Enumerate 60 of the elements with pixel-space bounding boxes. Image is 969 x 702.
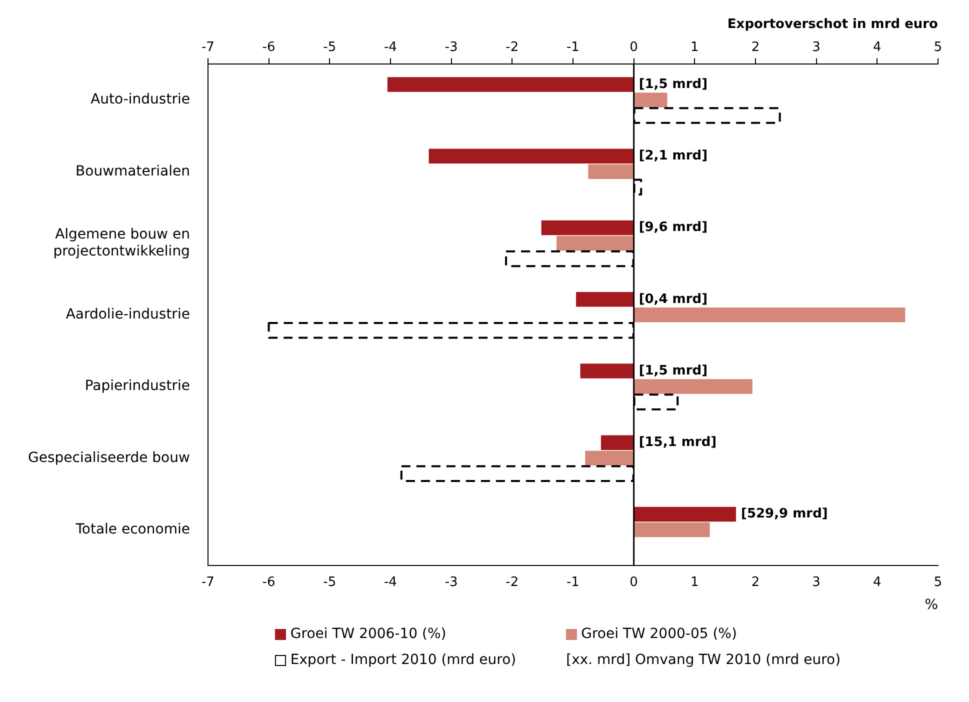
x-tick-label: -1 xyxy=(566,574,580,590)
annotation: [1,5 mrd] xyxy=(638,363,708,378)
legend-label: Groei TW 2006-10 (%) xyxy=(290,626,446,642)
x2-tick-label: 4 xyxy=(873,40,882,55)
x-tick-label: -3 xyxy=(444,574,458,590)
y-tick-label: Gespecialiseerde bouw xyxy=(28,450,190,466)
x2-tick-label: -5 xyxy=(323,40,336,55)
x2-tick-label: -3 xyxy=(444,40,458,55)
x-tick-label: -4 xyxy=(384,574,397,590)
bar xyxy=(588,164,634,180)
annotation: [9,6 mrd] xyxy=(638,220,708,236)
annotation: [15,1 mrd] xyxy=(638,435,717,450)
bar xyxy=(634,92,668,108)
x-tick-label: 5 xyxy=(934,574,942,590)
bar xyxy=(556,236,634,251)
bar xyxy=(387,77,634,92)
y-tick-label: Algemene bouw en projectontwikkeling xyxy=(53,226,190,260)
x-axis-title: % xyxy=(924,597,938,614)
bar xyxy=(576,292,634,307)
annotation: [529,9 mrd] xyxy=(741,506,828,522)
x-tick-label: 1 xyxy=(690,574,699,590)
x-tick-label: -2 xyxy=(506,574,519,590)
annotation: [0,4 mrd] xyxy=(638,292,708,307)
bar xyxy=(580,364,634,378)
x2-tick-label: 3 xyxy=(812,40,820,55)
annotation: [2,1 mrd] xyxy=(638,148,708,164)
x-tick-label: 3 xyxy=(812,574,820,590)
text: [xx. mrd] Omvang TW 2010 (mrd euro) xyxy=(566,652,841,668)
x2-tick-label: -4 xyxy=(384,40,397,55)
y-tick-label: Auto-industrie xyxy=(90,92,190,108)
x2-tick-label: 5 xyxy=(934,40,942,55)
x2-tick-label: -7 xyxy=(201,40,214,55)
bar xyxy=(634,506,736,522)
x2-tick-label: 1 xyxy=(690,40,699,55)
x-tick-label: -6 xyxy=(262,574,276,590)
bar xyxy=(541,220,634,236)
bar xyxy=(634,308,906,322)
y-tick-label: Papierindustrie xyxy=(84,378,190,394)
x2-tick-label: 0 xyxy=(630,40,638,55)
annotation: [1,5 mrd] xyxy=(638,76,708,92)
x2-axis-title: Exportoverschot in mrd euro xyxy=(727,17,938,32)
y-tick-label: Totale economie xyxy=(74,521,190,538)
bar xyxy=(634,379,752,394)
bar xyxy=(585,450,634,466)
x2-tick-label: -2 xyxy=(506,40,519,55)
x2-tick-label: -6 xyxy=(262,40,276,55)
legend-label: Export - Import 2010 (mrd euro) xyxy=(290,652,516,668)
x-tick-label: 2 xyxy=(751,574,760,590)
x-tick-label: -7 xyxy=(201,574,214,590)
legend-label: Groei TW 2000-05 (%) xyxy=(581,626,737,642)
x-tick-label: 4 xyxy=(873,574,882,590)
x-tick-label: -5 xyxy=(323,574,336,590)
bar xyxy=(428,148,634,164)
y-tick-label: Aardolie-industrie xyxy=(66,306,190,323)
bar xyxy=(600,435,634,450)
y-tick-label: Bouwmaterialen xyxy=(76,163,190,180)
x2-tick-label: 2 xyxy=(751,40,760,55)
x-tick-label: 0 xyxy=(630,574,638,590)
bar xyxy=(634,522,710,538)
x2-tick-label: -1 xyxy=(566,40,580,55)
